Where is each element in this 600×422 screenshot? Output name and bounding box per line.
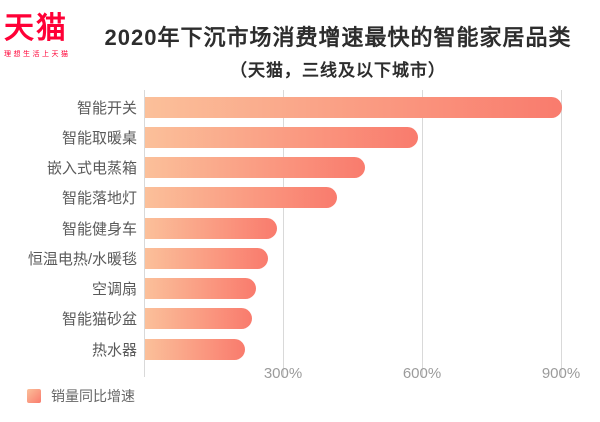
category-label: 智能猫砂盆 xyxy=(61,311,137,329)
category-label: 智能健身车 xyxy=(61,220,137,238)
bar-row: 智能健身车 xyxy=(0,217,600,239)
tmall-logo-text: 天猫 xyxy=(4,12,68,45)
bar-row: 智能猫砂盆 xyxy=(0,308,600,330)
bar-row: 嵌入式电蒸箱 xyxy=(0,157,600,179)
bar-row: 空调扇 xyxy=(0,278,600,300)
bar xyxy=(145,247,268,269)
legend-label: 销量同比增速 xyxy=(51,388,135,404)
bar xyxy=(145,187,338,209)
category-label: 空调扇 xyxy=(91,281,137,298)
chart-title: 2020年下沉市场消费增速最快的智能家居品类 xyxy=(104,25,572,50)
x-tick-label: 300% xyxy=(263,365,303,382)
bar xyxy=(145,96,562,118)
category-label: 恒温电热/水暖毯 xyxy=(27,250,137,268)
bar-row: 智能落地灯 xyxy=(0,187,600,209)
tmall-logo-tagline: 理想生活上天猫 xyxy=(4,51,71,58)
gridline-300 xyxy=(283,90,284,377)
bar xyxy=(145,157,366,178)
category-label: 嵌入式电蒸箱 xyxy=(46,160,137,177)
bar xyxy=(145,338,245,360)
x-tick-label: 900% xyxy=(541,365,581,382)
bar xyxy=(145,278,257,299)
legend-swatch-icon xyxy=(27,389,41,403)
bar-row: 热水器 xyxy=(0,338,600,360)
category-label: 热水器 xyxy=(91,341,137,359)
bar-row: 恒温电热/水暖毯 xyxy=(0,247,600,269)
category-label: 智能取暖桌 xyxy=(61,129,137,147)
gridline-600 xyxy=(422,90,423,377)
legend: 销量同比增速 xyxy=(27,386,135,406)
gridline-0 xyxy=(144,90,145,377)
bar xyxy=(145,217,278,239)
tmall-logo: 天猫 理想生活上天猫 xyxy=(4,12,84,59)
chart-subtitle: （天猫，三线及以下城市） xyxy=(230,61,446,80)
x-axis: 300% 600% 900% xyxy=(0,365,600,385)
bar-rows: 智能开关智能取暖桌嵌入式电蒸箱智能落地灯智能健身车恒温电热/水暖毯空调扇智能猫砂… xyxy=(0,96,600,360)
bar-row: 智能取暖桌 xyxy=(0,126,600,148)
x-tick-label: 600% xyxy=(402,365,442,382)
gridline-900 xyxy=(561,90,562,377)
bar xyxy=(145,308,252,330)
category-label: 智能落地灯 xyxy=(61,190,137,208)
category-label: 智能开关 xyxy=(76,99,137,117)
bar xyxy=(145,126,419,148)
bar-row: 智能开关 xyxy=(0,96,600,118)
